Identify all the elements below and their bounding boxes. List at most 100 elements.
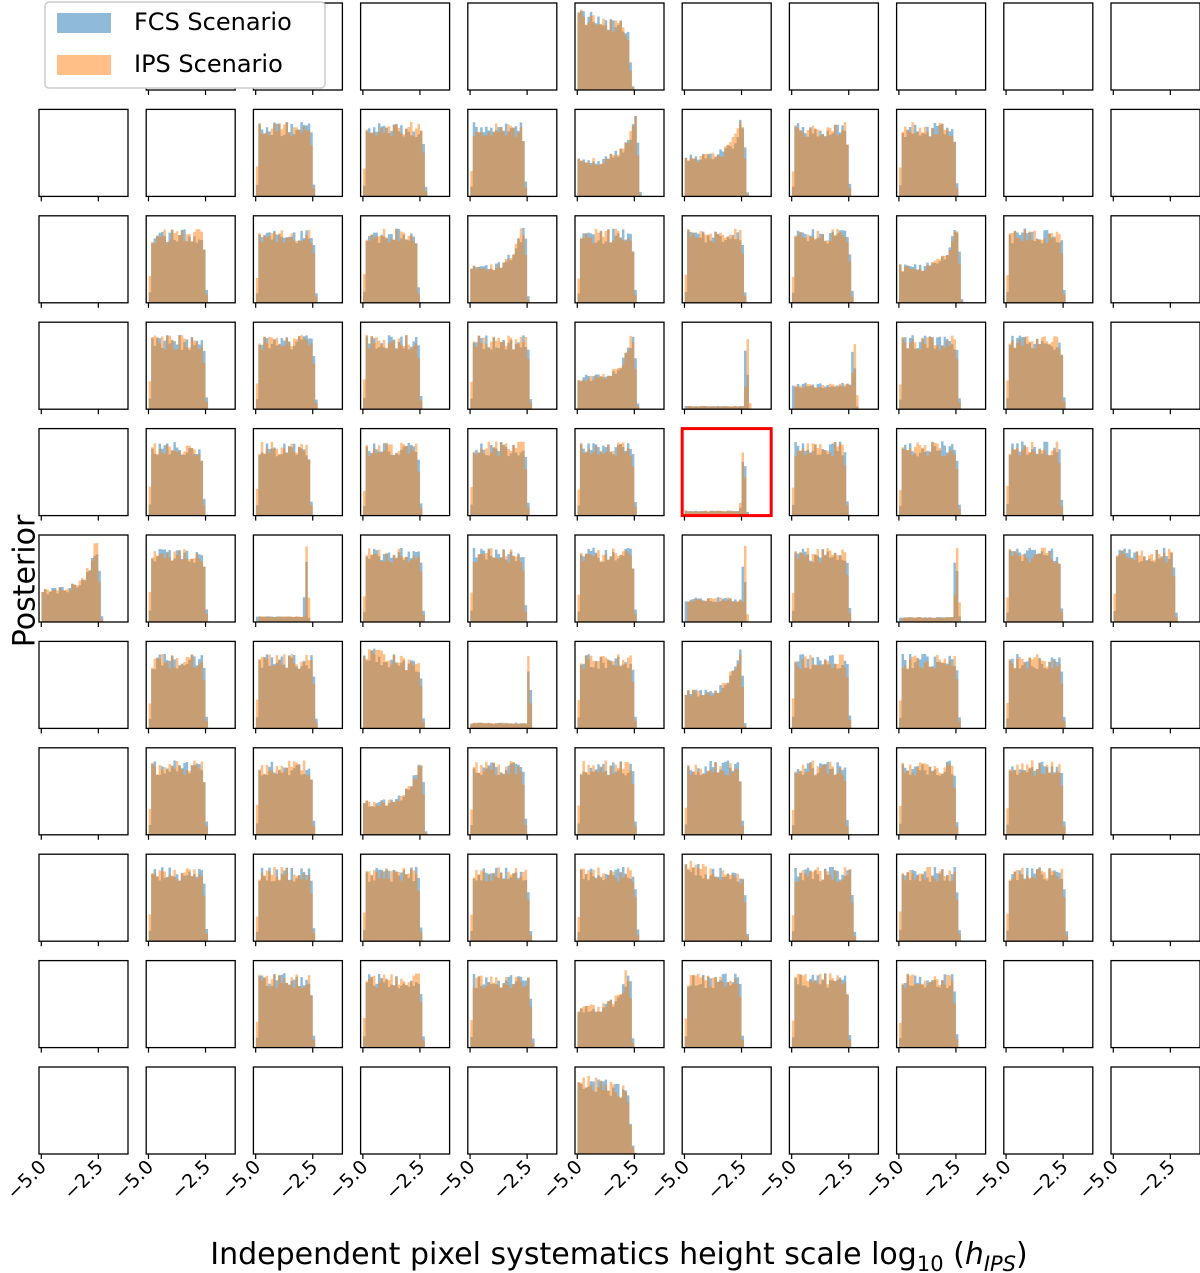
x-tick-label: −5.0 (539, 1156, 587, 1204)
panel-frame (39, 429, 128, 516)
histogram-ips-r6-c9 (1004, 654, 1093, 728)
panel-frame (361, 3, 450, 90)
panel-frame (1111, 216, 1200, 303)
histogram-ips-r1-c8 (897, 122, 986, 196)
panel-r9-c5 (575, 961, 664, 1053)
panel-frame (1111, 961, 1200, 1048)
panel-r6-c6 (682, 641, 771, 733)
panel-r10-c3 (361, 1067, 450, 1159)
panel-frame (1111, 3, 1200, 90)
panel-frame (789, 3, 878, 90)
legend: FCS Scenario IPS Scenario (45, 2, 325, 88)
x-tick-label: −5.0 (860, 1156, 908, 1204)
panel-frame (682, 3, 771, 90)
histogram-fcs-r4-c6 (682, 462, 771, 516)
panel-frame (1004, 109, 1093, 196)
panel-r2-c6 (682, 216, 771, 308)
x-tick-label: −2.5 (596, 1156, 644, 1204)
panel-frame (682, 1067, 771, 1154)
histogram-ips-r1-c6 (682, 122, 771, 196)
panel-r7-c3 (361, 748, 450, 840)
panel-grid (39, 3, 1200, 1159)
panel-r1-c7 (789, 109, 878, 201)
histogram-ips-r5-c2 (253, 546, 342, 622)
x-tick-label: −2.5 (60, 1156, 108, 1204)
panel-frame (897, 535, 986, 622)
panel-r9-c10 (1111, 961, 1200, 1053)
x-tick-label: −5.0 (3, 1156, 51, 1204)
panel-r2-c4 (468, 216, 557, 308)
panel-r8-c4 (468, 854, 557, 946)
histogram-ips-r4-c8 (897, 442, 986, 515)
panel-r2-c1 (146, 216, 235, 308)
histogram-ips-r4-c1 (146, 443, 235, 515)
panel-frame (1111, 322, 1200, 409)
panel-frame (146, 961, 235, 1048)
histogram-ips-r4-c3 (361, 443, 450, 516)
x-tick-label: −2.5 (274, 1156, 322, 1204)
panel-r1-c6 (682, 109, 771, 201)
panel-r3-c9 (1004, 322, 1093, 414)
x-tick-label: −2.5 (1132, 1156, 1180, 1204)
panel-r7-c5 (575, 748, 664, 840)
histogram-ips-r7-c4 (468, 761, 557, 835)
x-tick-label: −2.5 (810, 1156, 858, 1204)
panel-r8-c10 (1111, 854, 1200, 946)
panel-r2-c8 (897, 216, 986, 308)
panel-frame (1004, 1067, 1093, 1154)
histogram-ips-r5-c5 (575, 548, 664, 622)
panel-r5-c3 (361, 535, 450, 627)
histogram-ips-r6-c7 (789, 655, 878, 729)
panel-r3-c8 (897, 322, 986, 414)
panel-r0-c9 (1004, 3, 1093, 95)
panel-r3-c3 (361, 322, 450, 414)
panel-r7-c8 (897, 748, 986, 840)
panel-r0-c6 (682, 3, 771, 95)
histogram-ips-r5-c9 (1004, 548, 1093, 622)
x-axis-label: Independent pixel systematics height sca… (210, 1237, 1027, 1273)
panel-r3-c2 (253, 322, 342, 414)
x-tick-label: −2.5 (1024, 1156, 1072, 1204)
histogram-ips-r2-c6 (682, 229, 771, 303)
panel-frame (146, 109, 235, 196)
histogram-ips-r6-c4 (468, 656, 557, 728)
histogram-ips-r5-c3 (361, 548, 450, 622)
panel-r4-c10 (1111, 429, 1200, 521)
panel-frame (39, 1067, 128, 1154)
histogram-ips-r7-c9 (1004, 760, 1093, 834)
panel-r10-c6 (682, 1067, 771, 1159)
histogram-ips-r3-c2 (253, 335, 342, 409)
x-axis-label-close: ) (1016, 1237, 1028, 1272)
panel-r10-c0 (39, 1067, 128, 1159)
panel-r5-c0 (39, 535, 128, 627)
x-tick-label: −2.5 (703, 1156, 751, 1204)
panel-r8-c6 (682, 854, 771, 946)
histogram-ips-r5-c0 (39, 543, 128, 622)
panel-r5-c5 (575, 535, 664, 627)
histogram-ips-r6-c5 (575, 654, 664, 728)
x-axis-label-main: Independent pixel systematics height sca… (210, 1237, 917, 1272)
panel-r5-c6 (682, 535, 771, 627)
histogram-ips-r4-c6 (682, 453, 771, 516)
panel-r10-c10 (1111, 1067, 1200, 1159)
x-tick-label: −5.0 (431, 1156, 479, 1204)
panel-frame (468, 641, 557, 728)
x-tick-label: −5.0 (646, 1156, 694, 1204)
legend-swatch-ips (57, 55, 111, 75)
panel-r4-c2 (253, 429, 342, 521)
panel-r10-c2 (253, 1067, 342, 1159)
panel-r1-c8 (897, 109, 986, 201)
panel-r7-c7 (789, 748, 878, 840)
panel-frame (468, 1067, 557, 1154)
panel-frame (1111, 748, 1200, 835)
panel-r7-c2 (253, 748, 342, 840)
panel-frame (1111, 109, 1200, 196)
panel-r9-c6 (682, 961, 771, 1053)
x-axis-label-variable-subscript: IPS (984, 1252, 1016, 1273)
panel-r5-c7 (789, 535, 878, 627)
panel-frame (39, 854, 128, 941)
panel-frame (39, 961, 128, 1048)
panel-r0-c5 (575, 3, 664, 95)
panel-r6-c4 (468, 641, 557, 733)
histogram-ips-r6-c1 (146, 654, 235, 728)
